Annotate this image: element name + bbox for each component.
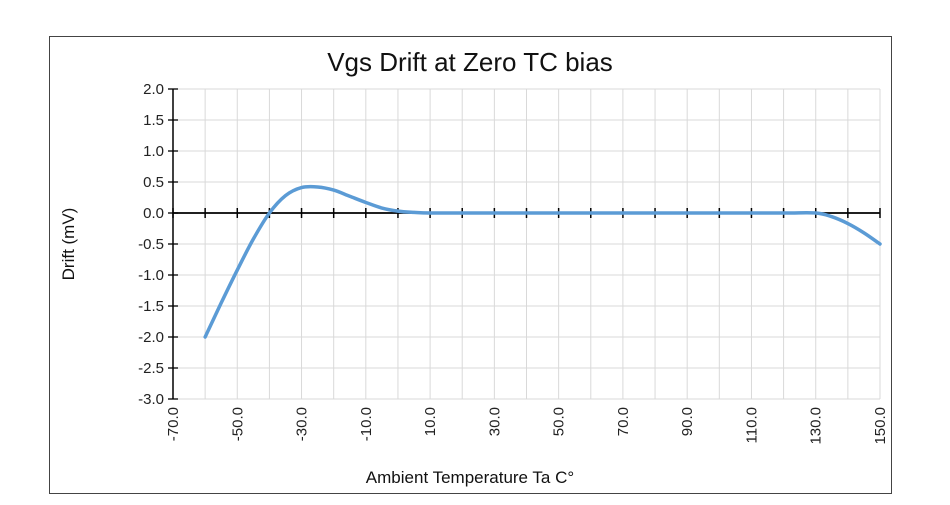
y-tick-label: -1.0 [138,267,164,284]
chart-svg: Vgs Drift at Zero TC bias 2.0 1.5 1.0 0.5 0.… [59,47,889,487]
x-tick-label: 150.0 [872,407,889,445]
grid-layer [172,88,881,400]
x-axis-label: Ambient Temperature Ta C° [366,468,574,487]
y-tick-label: 1.0 [143,143,164,160]
y-tick-labels: 2.0 1.5 1.0 0.5 0.0 -0.5 -1.0 -1.5 -2.0 -2.5 -3.0 [138,81,164,408]
y-tick-label: 0.5 [143,174,164,191]
y-tick-label: -1.5 [138,298,164,315]
y-tick-label: 1.5 [143,112,164,129]
x-tick-label: -50.0 [229,407,246,441]
x-tick-label: 130.0 [808,407,825,445]
x-tick-label: 70.0 [615,407,632,436]
series-line-0 [203,184,882,339]
y-tick-label: -2.0 [138,329,164,346]
chart-frame: Vgs Drift at Zero TC bias 2.0 1.5 1.0 0.5 0.… [49,36,892,494]
y-axis-label: Drift (mV) [59,208,78,281]
y-tick-label: -2.5 [138,360,164,377]
y-tick-label: -0.5 [138,236,164,253]
y-tick-label: 0.0 [143,205,164,222]
x-tick-label: -30.0 [294,407,311,441]
x-tick-labels: -70.0 -50.0 -30.0 -10.0 10.0 30.0 50.0 70.0 90.0… [165,407,889,445]
x-tick-label: -10.0 [358,407,375,441]
y-tick-label: -3.0 [138,391,164,408]
x-tick-label: 50.0 [551,407,568,436]
x-tick-label: 90.0 [679,407,696,436]
x-tick-label: 110.0 [743,407,760,443]
x-tick-label: 10.0 [422,407,439,436]
x-tick-label: -70.0 [165,407,182,441]
chart-title: Vgs Drift at Zero TC bias [327,47,613,77]
x-tick-label: 30.0 [486,407,503,436]
series-layer [203,184,882,339]
y-tick-label: 2.0 [143,81,164,98]
